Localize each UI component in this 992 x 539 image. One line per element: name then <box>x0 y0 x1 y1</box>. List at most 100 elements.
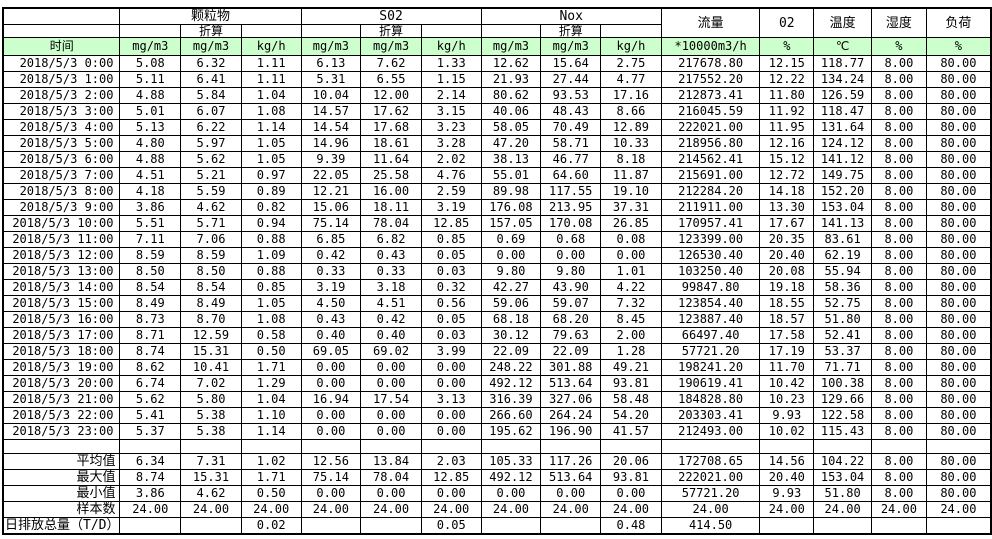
value-cell: 4.77 <box>600 71 662 88</box>
summary-label: 最小值 <box>2 485 121 502</box>
value-cell: 8.74 <box>119 343 182 360</box>
value-cell: 0.58 <box>240 327 302 344</box>
value-cell: 513.64 <box>540 375 602 392</box>
value-cell: 0.00 <box>480 247 542 264</box>
value-cell: 5.13 <box>119 119 182 136</box>
unit-cell: mg/m3 <box>180 37 242 56</box>
summary-value-cell: 104.22 <box>813 453 873 470</box>
value-cell: 141.13 <box>813 215 873 232</box>
time-cell: 2018/5/3 14:00 <box>2 279 121 296</box>
summary-value-cell: 0.00 <box>300 485 362 502</box>
hourly-data-row: 2018/5/3 20:00 6.74 7.02 1.29 0.00 0.00 0.00 49… <box>2 375 992 392</box>
value-cell: 0.56 <box>420 295 482 312</box>
value-cell: 4.88 <box>119 87 182 104</box>
value-cell: 1.33 <box>420 55 482 72</box>
value-cell: 5.51 <box>119 215 182 232</box>
summary-value-cell: 0.00 <box>540 485 602 502</box>
value-cell: 0.00 <box>300 407 362 424</box>
value-cell: 7.02 <box>180 375 242 392</box>
value-cell: 70.49 <box>540 119 602 136</box>
hourly-data-row: 2018/5/3 16:00 8.73 8.70 1.08 0.43 0.42 0.05 68… <box>2 311 992 328</box>
time-cell: 2018/5/3 2:00 <box>2 87 121 104</box>
value-cell: 80.00 <box>925 359 992 376</box>
value-cell: 51.80 <box>813 311 873 328</box>
value-cell: 80.00 <box>925 295 992 312</box>
value-cell: 80.00 <box>925 375 992 392</box>
value-cell: 80.00 <box>925 199 992 216</box>
value-cell: 52.41 <box>813 327 873 344</box>
value-cell: 0.88 <box>240 231 302 248</box>
value-cell: 80.00 <box>925 343 992 360</box>
value-cell: 5.11 <box>119 71 182 88</box>
summary-value-cell: 0.00 <box>600 485 662 502</box>
value-cell: 0.00 <box>360 359 422 376</box>
value-cell: 266.60 <box>480 407 542 424</box>
value-cell: 8.45 <box>600 311 662 328</box>
unit-cell: mg/m3 <box>119 37 182 56</box>
empty-cell <box>420 439 482 454</box>
value-cell: 0.00 <box>420 359 482 376</box>
value-cell: 4.18 <box>119 183 182 200</box>
value-cell: 8.50 <box>119 263 182 280</box>
value-cell: 8.00 <box>871 391 927 408</box>
value-cell: 0.00 <box>600 247 662 264</box>
value-cell: 93.81 <box>600 375 662 392</box>
load-header: 负荷 <box>925 7 992 38</box>
value-cell: 222021.00 <box>660 119 761 136</box>
value-cell: 0.32 <box>420 279 482 296</box>
value-cell: 198241.20 <box>660 359 761 376</box>
value-cell: 64.60 <box>540 167 602 184</box>
value-cell: 5.38 <box>180 407 242 424</box>
value-cell: 1.05 <box>240 135 302 152</box>
value-cell: 5.84 <box>180 87 242 104</box>
value-cell: 8.00 <box>871 199 927 216</box>
hourly-data-row: 2018/5/3 13:00 8.50 8.50 0.88 0.33 0.33 0.03 9.… <box>2 263 992 280</box>
value-cell: 3.28 <box>420 135 482 152</box>
summary-value-cell: 24.00 <box>240 501 302 518</box>
value-cell: 17.67 <box>759 215 815 232</box>
value-cell: 0.03 <box>420 327 482 344</box>
value-cell: 118.77 <box>813 55 873 72</box>
value-cell: 1.14 <box>240 423 302 440</box>
value-cell: 0.00 <box>360 407 422 424</box>
value-cell: 217678.80 <box>660 55 761 72</box>
value-cell: 80.00 <box>925 151 992 168</box>
value-cell: 1.11 <box>240 71 302 88</box>
summary-value-cell: 492.12 <box>480 469 542 486</box>
value-cell: 4.50 <box>300 295 362 312</box>
value-cell: 12.00 <box>360 87 422 104</box>
value-cell: 0.42 <box>360 311 422 328</box>
value-cell: 4.88 <box>119 151 182 168</box>
time-cell: 2018/5/3 5:00 <box>2 135 121 152</box>
summary-value-cell <box>925 517 992 535</box>
value-cell: 17.19 <box>759 343 815 360</box>
summary-value-cell: 8.00 <box>871 469 927 486</box>
value-cell: 170957.41 <box>660 215 761 232</box>
summary-value-cell: 513.64 <box>540 469 602 486</box>
value-cell: 211911.00 <box>660 199 761 216</box>
value-cell: 80.00 <box>925 311 992 328</box>
value-cell: 22.09 <box>480 343 542 360</box>
header-group-row: 颗粒物 S02 Nox 流量 02 温度 湿度 负荷 <box>2 7 992 38</box>
value-cell: 4.51 <box>119 167 182 184</box>
hourly-data-row: 2018/5/3 9:00 3.86 4.62 0.82 15.06 18.11 3.19 1… <box>2 199 992 216</box>
value-cell: 69.02 <box>360 343 422 360</box>
summary-value-cell: 24.00 <box>420 501 482 518</box>
value-cell: 46.77 <box>540 151 602 168</box>
value-cell: 7.11 <box>119 231 182 248</box>
value-cell: 80.00 <box>925 119 992 136</box>
value-cell: 8.00 <box>871 215 927 232</box>
value-cell: 153.04 <box>813 199 873 216</box>
value-cell: 123854.40 <box>660 295 761 312</box>
value-cell: 141.12 <box>813 151 873 168</box>
value-cell: 0.00 <box>300 359 362 376</box>
value-cell: 57721.20 <box>660 343 761 360</box>
value-cell: 18.61 <box>360 135 422 152</box>
value-cell: 1.01 <box>600 263 662 280</box>
summary-value-cell: 0.50 <box>240 485 302 502</box>
value-cell: 264.24 <box>540 407 602 424</box>
value-cell: 11.70 <box>759 359 815 376</box>
value-cell: 6.74 <box>119 375 182 392</box>
hourly-data-row: 2018/5/3 14:00 8.54 8.54 0.85 3.19 3.18 0.32 42… <box>2 279 992 296</box>
value-cell: 27.44 <box>540 71 602 88</box>
